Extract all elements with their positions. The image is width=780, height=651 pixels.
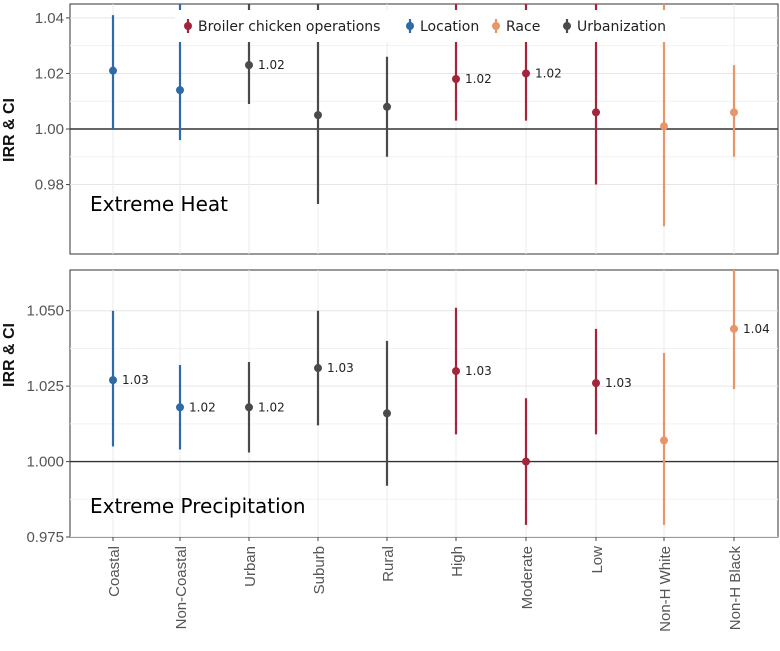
y-tick-label: 1.050 — [26, 303, 64, 320]
y-tick-label: 0.975 — [26, 529, 64, 546]
y-axis-label: IRR & CI — [1, 98, 18, 162]
point-urban — [245, 61, 253, 70]
y-tick-label: 1.02 — [35, 65, 64, 82]
plot-area — [70, 270, 778, 537]
y-tick-label: 1.025 — [26, 378, 64, 395]
y-tick-label: 1.00 — [35, 121, 64, 138]
data-label-high: 1.03 — [465, 364, 492, 378]
y-axis-label: IRR & CI — [1, 323, 18, 387]
legend-label: Urbanization — [577, 19, 666, 35]
x-tick-label-urban: Urban — [242, 546, 259, 587]
legend-label: Broiler chicken operations — [198, 19, 380, 35]
x-tick-label-non-coastal: Non-Coastal — [173, 546, 190, 629]
legend-key-point — [184, 22, 192, 30]
panel-extreme-heat: 0.98 1.00 1.02 1.04 IRR & CI 1.02 1.02 1.02 Extr… — [1, 3, 779, 255]
x-tick-label-high: High — [449, 546, 466, 577]
y-tick-label: 1.000 — [26, 454, 64, 471]
point-rural — [383, 409, 391, 418]
point-suburb — [314, 111, 322, 120]
point-urban — [245, 403, 253, 412]
x-tick-label-non-h-white: Non-H White — [657, 546, 674, 632]
point-suburb — [314, 364, 322, 373]
point-non-h-black — [730, 108, 738, 117]
legend-item-urbanization: Urbanization — [563, 19, 666, 35]
point-low — [592, 379, 600, 388]
data-label-moderate: 1.02 — [535, 66, 562, 80]
point-non-h-black — [730, 324, 738, 333]
legend-key-point — [492, 22, 500, 30]
data-label-low: 1.03 — [605, 376, 632, 390]
y-tick-label: 1.04 — [35, 10, 64, 27]
legend-label: Location — [420, 19, 479, 35]
point-rural — [383, 102, 391, 111]
legend: Broiler chicken operations Location Race Ur… — [175, 10, 680, 42]
x-axis-tick-labels: Coastal Non-Coastal Urban Suburb Rural High Mo… — [106, 537, 744, 632]
x-tick-label-low: Low — [589, 546, 606, 574]
plot-area — [70, 4, 778, 254]
legend-item-race: Race — [492, 19, 540, 35]
panel-extreme-precipitation: 0.975 1.000 1.025 1.050 IRR & CI 1.03 1.02 1.02… — [1, 269, 779, 546]
point-non-coastal — [176, 86, 184, 95]
data-label-suburb: 1.03 — [327, 361, 354, 375]
panel-title: Extreme Heat — [90, 192, 228, 216]
data-label-non-h-black: 1.04 — [743, 322, 770, 336]
point-moderate — [522, 457, 530, 466]
data-label-coastal: 1.03 — [122, 373, 149, 387]
x-tick-label-moderate: Moderate — [519, 546, 536, 609]
y-tick-label: 0.98 — [35, 177, 64, 194]
point-coastal — [109, 66, 117, 75]
point-low — [592, 108, 600, 117]
x-tick-label-suburb: Suburb — [311, 546, 328, 594]
data-label-urban: 1.02 — [258, 58, 285, 72]
data-label-non-coastal: 1.02 — [189, 400, 216, 414]
point-high — [452, 75, 460, 83]
point-non-h-white — [660, 436, 668, 445]
point-non-h-white — [660, 122, 668, 131]
x-tick-label-coastal: Coastal — [106, 546, 123, 597]
panel-title: Extreme Precipitation — [90, 494, 306, 518]
point-non-coastal — [176, 403, 184, 412]
legend-background — [175, 10, 680, 42]
legend-key-point — [563, 22, 571, 30]
point-moderate — [522, 69, 530, 78]
data-label-high: 1.02 — [465, 72, 492, 86]
x-tick-label-rural: Rural — [380, 546, 397, 582]
x-tick-label-non-h-black: Non-H Black — [727, 546, 744, 631]
legend-item-broiler-chicken-operations: Broiler chicken operations — [184, 19, 380, 35]
point-high — [452, 367, 460, 376]
data-label-urban: 1.02 — [258, 400, 285, 414]
legend-label: Race — [506, 19, 540, 35]
legend-item-location: Location — [406, 19, 479, 35]
legend-key-point — [406, 22, 414, 30]
panel-frame — [69, 269, 779, 538]
point-coastal — [109, 376, 117, 385]
